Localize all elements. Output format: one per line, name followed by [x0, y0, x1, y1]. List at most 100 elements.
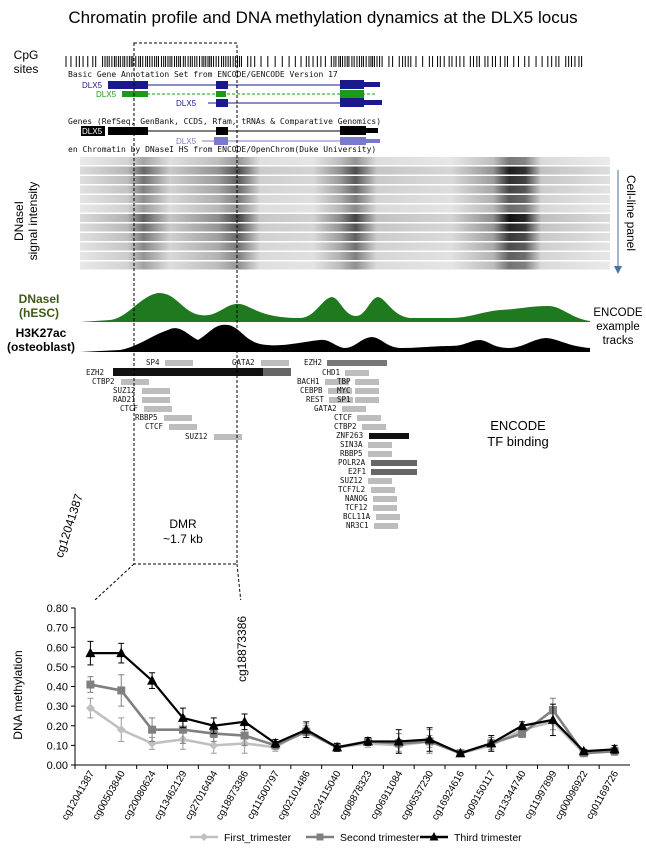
- data-point: [486, 737, 497, 748]
- methylation-chart: DNA methylation 0.00 0.10 0.20 0.30 0.40 0.50…: [11, 603, 630, 844]
- tf-bar: [371, 469, 417, 475]
- tf-bar: [374, 523, 398, 529]
- data-point: [178, 725, 187, 734]
- tf-label: MYC: [337, 386, 351, 395]
- dnase-row: [80, 195, 610, 203]
- gene-label: DLX5: [176, 99, 197, 108]
- tf-label: CEBPB: [300, 386, 323, 395]
- tf-label: SIN3A: [340, 440, 363, 449]
- legend-label: First_trimester: [224, 832, 292, 844]
- data-point: [578, 745, 589, 756]
- tf-label: EZH2: [304, 358, 323, 367]
- data-point: [547, 714, 558, 724]
- gene-label: DLX5: [82, 81, 103, 90]
- tf-bar: [362, 424, 386, 430]
- tf-bar: [369, 433, 409, 439]
- encode-example-label: ENCODE example tracks: [590, 306, 646, 348]
- tf-label: SUZ12: [113, 386, 136, 395]
- dmr-label: DMR ~1.7 kb: [148, 517, 218, 547]
- data-point: [393, 735, 404, 746]
- tf-label: E2F1: [348, 467, 367, 476]
- tf-bar: [169, 424, 197, 430]
- dnase-track-title: en Chromatin by DNaseI HS from ENCODE/Op…: [68, 145, 377, 154]
- tf-bar: [373, 505, 397, 511]
- cpg-sites-label: CpG sites: [6, 48, 46, 76]
- tf-label: NR3C1: [346, 521, 369, 530]
- cell-line-panel-label: Cell-line panel: [622, 163, 638, 263]
- tf-bar: [142, 397, 170, 403]
- y-tick-label: 0.70: [47, 623, 68, 635]
- y-tick-label: 0.80: [47, 603, 68, 615]
- tf-bar: [355, 379, 379, 385]
- data-point: [147, 738, 157, 748]
- y-tick-label: 0.10: [47, 740, 68, 752]
- dnase-row: [80, 204, 610, 213]
- data-point: [147, 675, 158, 685]
- data-point: [117, 686, 126, 695]
- tf-label: REST: [306, 395, 325, 404]
- data-point: [177, 712, 188, 722]
- dnase-signal-label: DNaseI signal intensity: [12, 171, 44, 271]
- data-point: [209, 740, 219, 750]
- refseq-track-title: Genes (RefSeq, GenBank, CCDS, Rfam, tRNA…: [68, 117, 382, 126]
- y-tick-label: 0.50: [47, 662, 68, 674]
- chart-legend: First_trimester Second trimester Third tri…: [190, 832, 522, 844]
- y-tick-label: 0.00: [47, 760, 68, 772]
- gene-label: DLX5: [82, 127, 103, 136]
- series-0: [85, 697, 620, 758]
- tf-bar: [376, 514, 400, 520]
- tf-bar: [327, 360, 387, 366]
- legend-item: Second trimester: [306, 832, 420, 844]
- data-point: [517, 720, 528, 730]
- tf-bar: [373, 496, 397, 502]
- data-point: [240, 731, 249, 740]
- data-point: [116, 725, 126, 735]
- data-point: [424, 733, 435, 744]
- dnase-heatmap: [80, 157, 610, 270]
- gene-label: DLX5: [96, 90, 117, 99]
- legend-item: First_trimester: [190, 832, 292, 844]
- tf-label: EZH2: [86, 368, 105, 377]
- encode-tf-label: ENCODE TF binding: [468, 418, 568, 450]
- series-2: [85, 640, 620, 758]
- gencode-transcripts: [108, 80, 382, 107]
- page-title: Chromatin profile and DNA methylation dy…: [68, 8, 578, 27]
- tf-label: SP1: [337, 395, 351, 404]
- legend-label: Third trimester: [454, 832, 522, 844]
- tf-label: POLR2A: [338, 458, 366, 467]
- tf-label: CTCF: [334, 413, 353, 422]
- data-point: [85, 647, 96, 658]
- tf-label: RBBP5: [135, 413, 158, 422]
- y-axis-label: DNA methylation: [11, 650, 25, 739]
- data-point: [362, 735, 373, 746]
- tf-bar: [355, 397, 379, 403]
- dnase-row: [80, 261, 610, 270]
- dnase-hesc-label: DNaseI (hESC): [4, 292, 74, 320]
- data-point: [332, 741, 343, 752]
- data-point: [518, 729, 527, 738]
- dnase-hesc-text: DNaseI (hESC): [18, 292, 60, 320]
- data-point: [86, 680, 95, 689]
- tf-label: ZNF263: [336, 431, 364, 440]
- tf-bar: [357, 415, 381, 421]
- dnase-hesc-track: [80, 292, 590, 322]
- tf-label: RBBP5: [340, 449, 363, 458]
- tf-label: BCL11A: [343, 512, 371, 521]
- tf-bar: [214, 434, 242, 440]
- tf-bar: [144, 406, 172, 412]
- tf-label: GATA2: [232, 358, 255, 367]
- dnase-row: [80, 176, 610, 184]
- dnase-row: [80, 252, 610, 260]
- tf-label: TBP: [337, 377, 351, 386]
- tf-label: CTBP2: [92, 377, 115, 386]
- tf-bar: [164, 415, 192, 421]
- legend-label: Second trimester: [340, 832, 420, 844]
- tf-bar: [368, 442, 392, 448]
- data-point: [200, 833, 208, 841]
- tf-bar: [142, 388, 170, 394]
- dnase-row: [80, 214, 610, 222]
- tf-bar: [165, 360, 193, 366]
- tf-bar: [371, 460, 417, 466]
- refseq-transcripts: [108, 126, 380, 145]
